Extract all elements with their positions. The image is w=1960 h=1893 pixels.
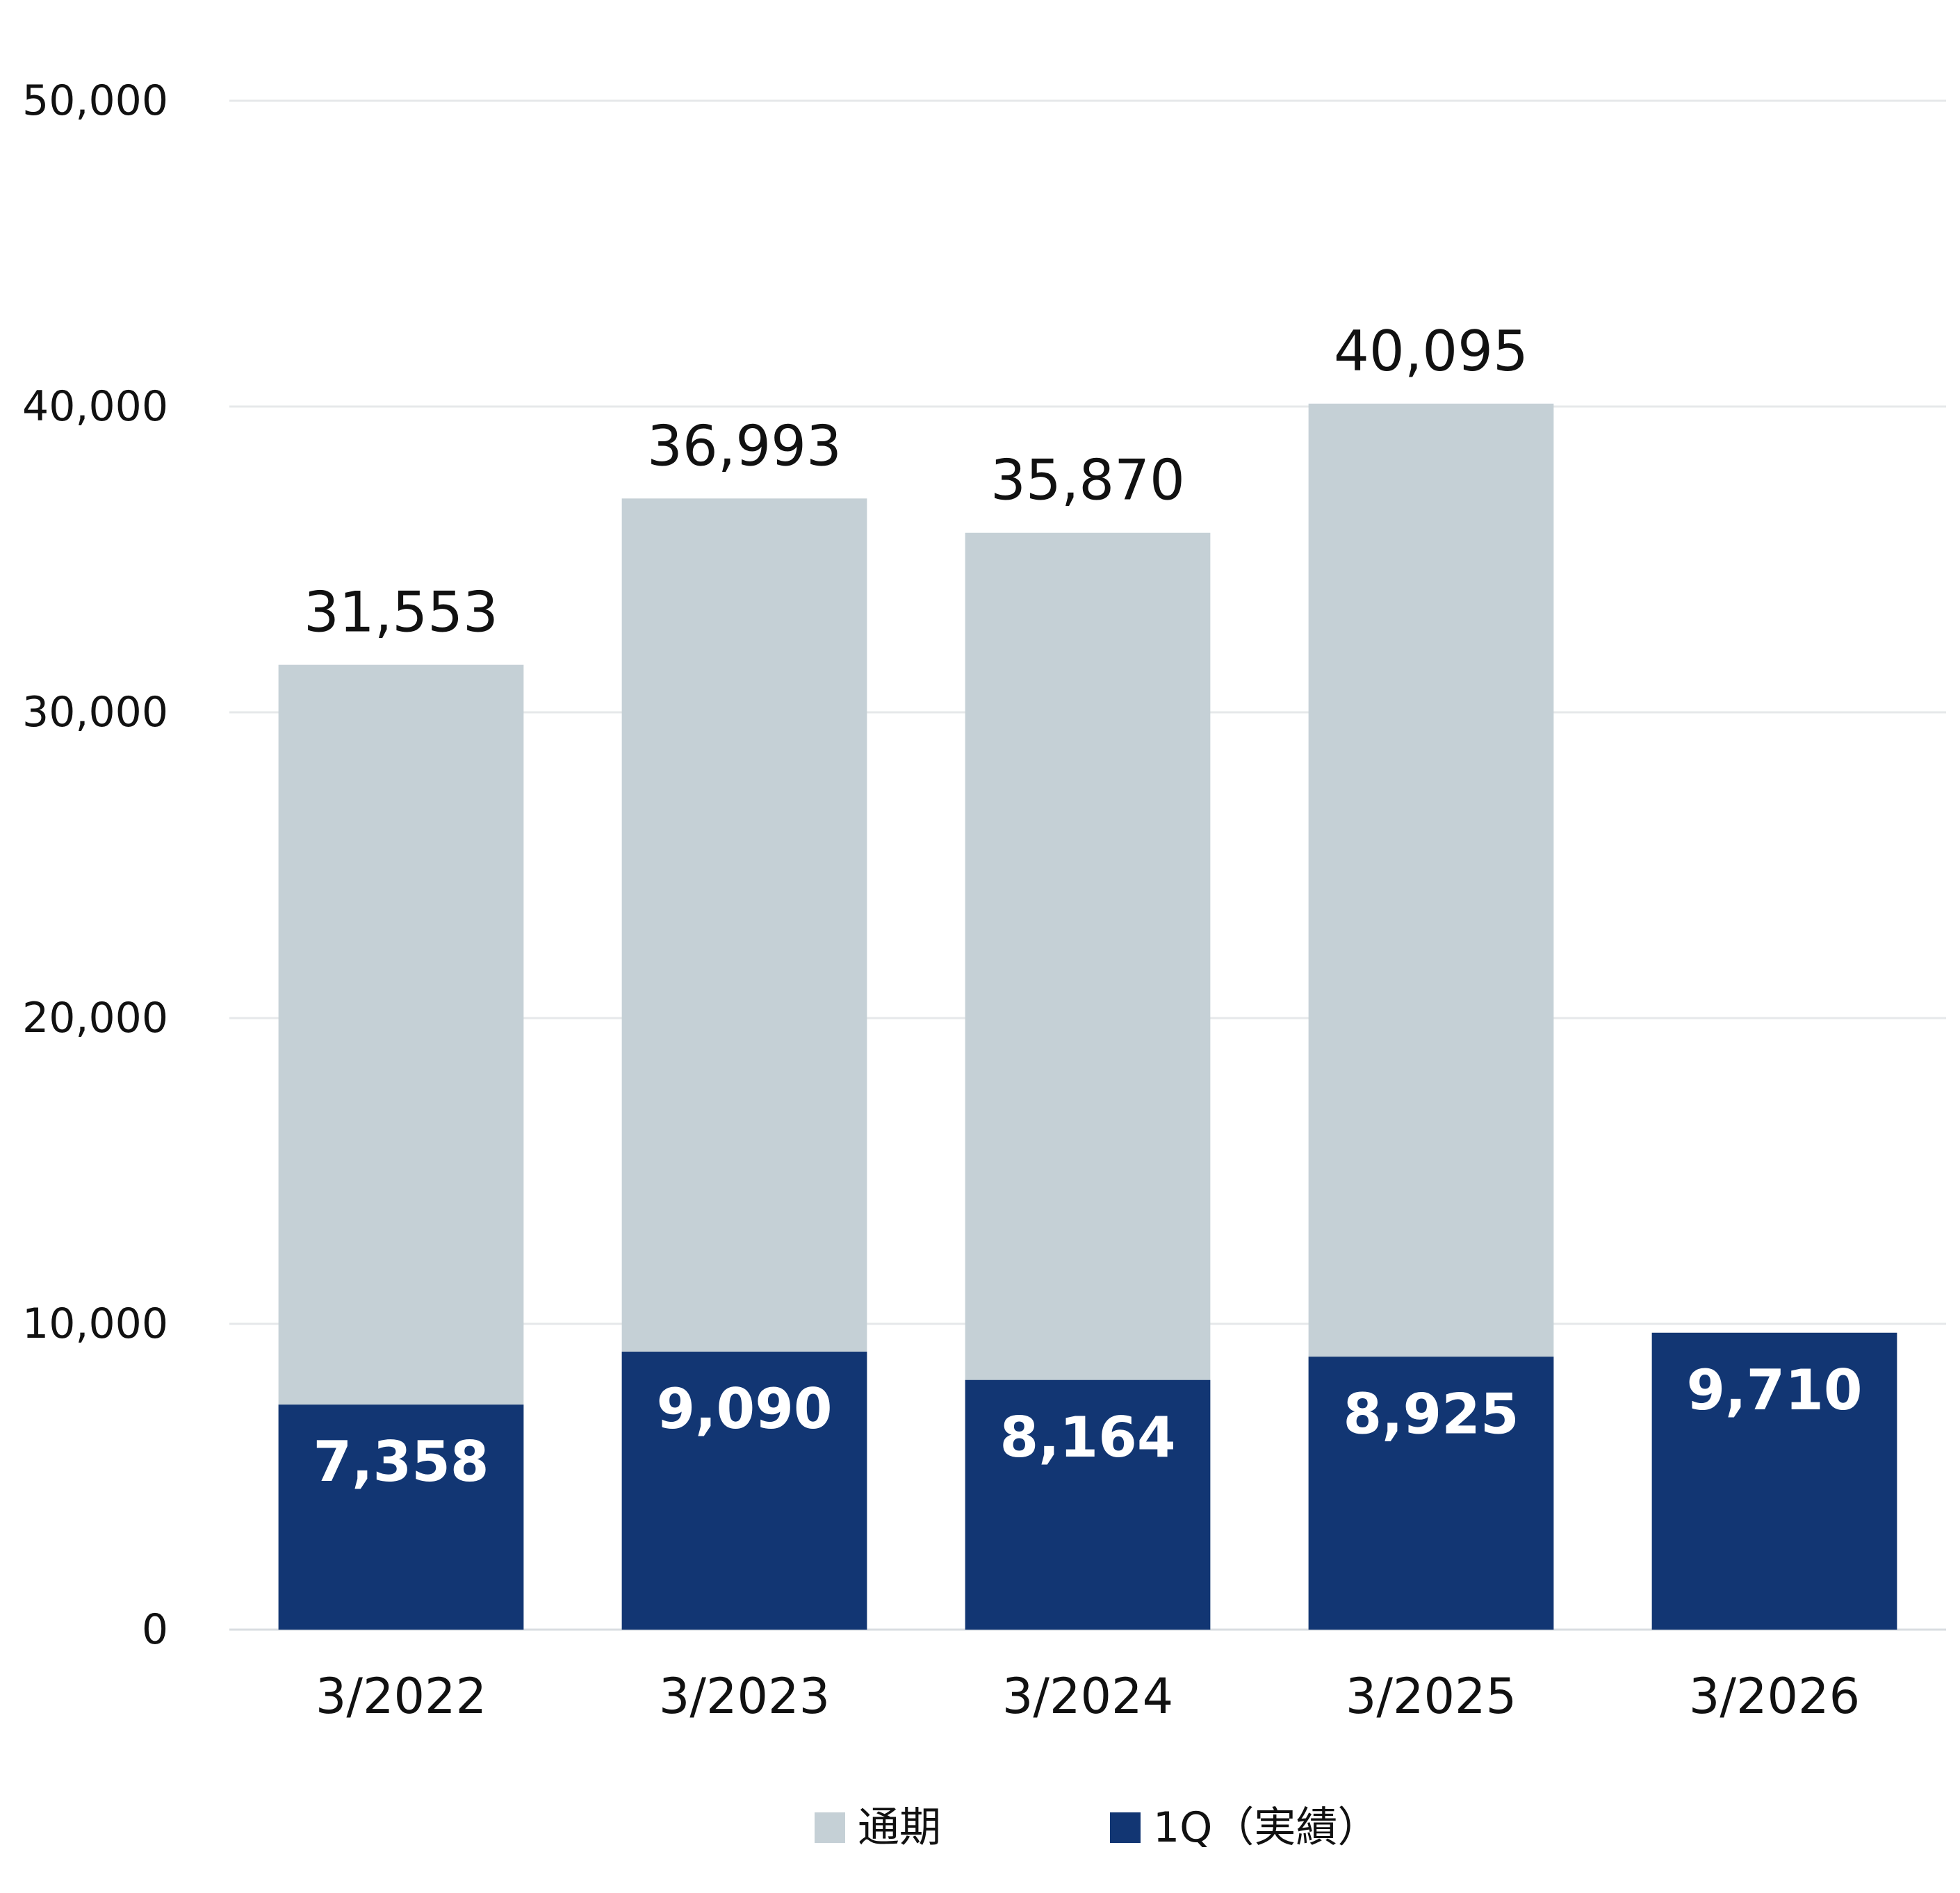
data-label-full-year: 31,553: [304, 580, 498, 645]
bar-1q: [278, 1404, 524, 1630]
legend-swatch: [815, 1812, 845, 1843]
legend: 通期 1Q（実績）: [815, 1803, 1379, 1852]
bars: [278, 403, 1897, 1630]
legend-swatch: [1110, 1812, 1141, 1843]
bar-1q: [1651, 1332, 1897, 1630]
y-tick-label: 50,000: [22, 76, 168, 125]
x-tick-label: 3/2026: [1689, 1668, 1860, 1725]
y-tick-label: 30,000: [22, 688, 168, 737]
data-labels: 31,553 7,358 36,993 9,090 35,870 8,164 40,095 8…: [304, 319, 1862, 1494]
data-label-1q: 8,925: [1343, 1382, 1519, 1446]
data-label-full-year: 36,993: [647, 413, 842, 478]
y-tick-label: 10,000: [22, 1300, 168, 1348]
bar-1q: [1308, 1357, 1554, 1630]
legend-label: 1Q（実績）: [1153, 1803, 1379, 1852]
x-tick-label: 3/2022: [316, 1668, 487, 1725]
y-tick-label: 20,000: [22, 994, 168, 1042]
y-tick-label: 0: [142, 1605, 168, 1654]
data-label-1q: 9,710: [1686, 1358, 1862, 1423]
x-tick-label: 3/2025: [1346, 1668, 1517, 1725]
bar-1q: [621, 1352, 867, 1630]
x-tick-label: 3/2024: [1002, 1668, 1173, 1725]
bar-1q: [965, 1379, 1211, 1630]
data-label-1q: 7,358: [313, 1429, 489, 1494]
data-label-full-year: 40,095: [1334, 319, 1528, 384]
y-axis-tick-labels: 0 10,000 20,000 30,000 40,000 50,000: [22, 76, 168, 1654]
data-label-1q: 8,164: [999, 1405, 1175, 1470]
legend-label: 通期: [858, 1803, 941, 1852]
x-axis-tick-labels: 3/2022 3/2023 3/2024 3/2025 3/2026: [316, 1668, 1860, 1725]
data-label-1q: 9,090: [656, 1377, 832, 1441]
data-label-full-year: 35,870: [990, 448, 1185, 513]
y-tick-label: 40,000: [22, 382, 168, 431]
x-tick-label: 3/2023: [659, 1668, 830, 1725]
